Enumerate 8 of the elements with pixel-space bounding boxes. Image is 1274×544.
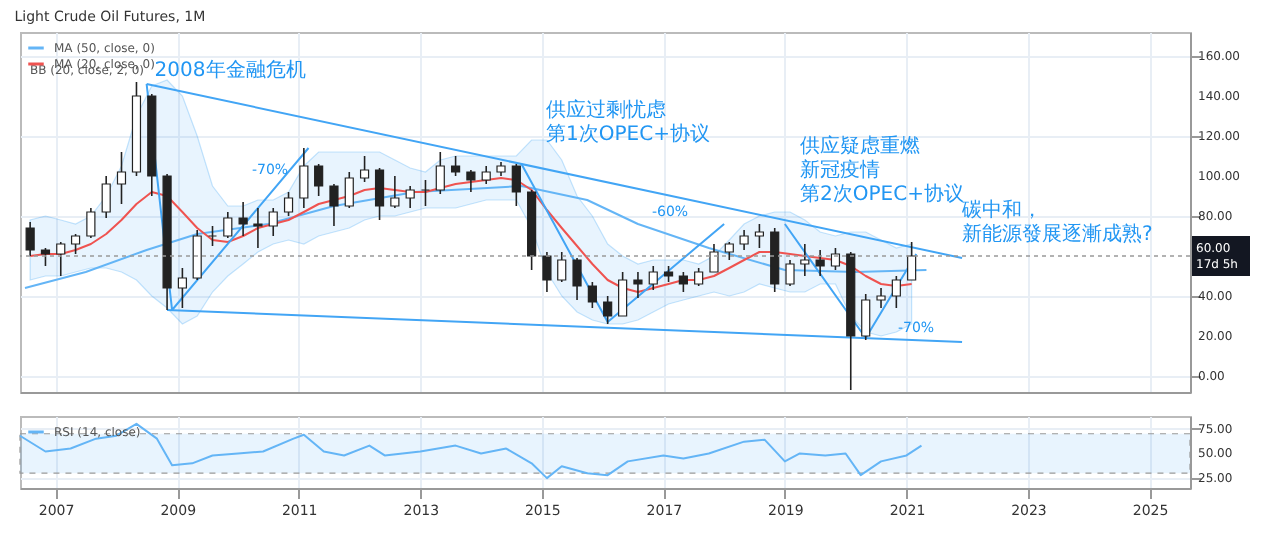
annotation: 第1次OPEC+协议 [546, 122, 710, 146]
annotation: 2008年金融危机 [154, 58, 306, 82]
annotation: 供应疑虑重燃 [800, 134, 920, 158]
annotation: 第2次OPEC+协议 [800, 182, 964, 206]
annotation: 新能源發展逐漸成熟? [962, 222, 1153, 246]
annotation: 供应过剩忧虑 [546, 98, 666, 122]
annotation: 碳中和， [960, 198, 1042, 222]
annotation: 新冠疫情 [800, 158, 880, 182]
